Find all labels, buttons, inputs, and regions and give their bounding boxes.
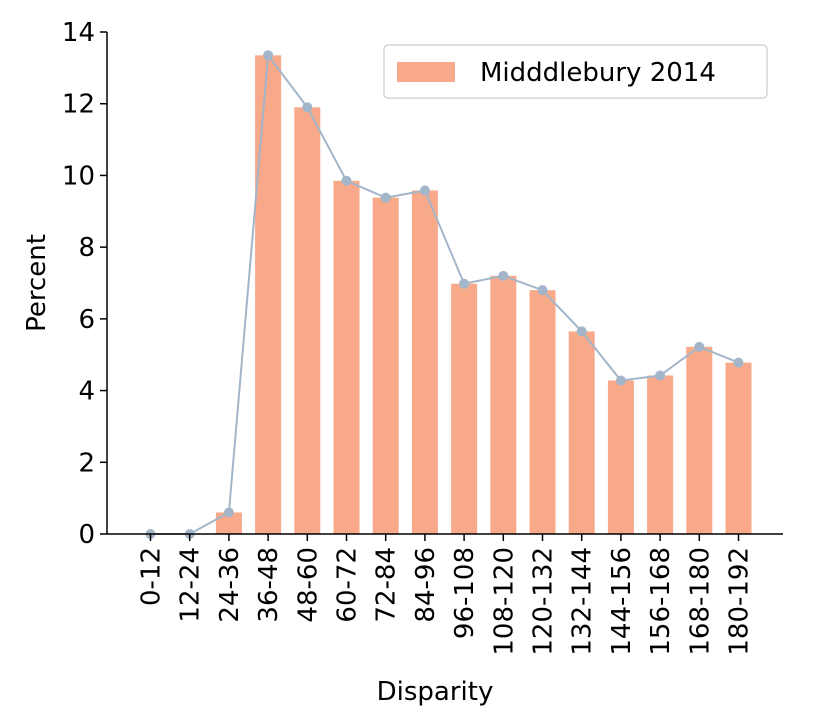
y-tick-label: 10: [62, 161, 95, 191]
x-tick-label: 156-168: [646, 547, 676, 656]
line-point-60-72: [341, 175, 352, 186]
bar-60-72: [333, 180, 360, 535]
y-tick-label: 12: [62, 90, 95, 120]
ticks-group: 0 2 4 6 8 10 12 14 0-12 12-24 24-36 36-48 48-60 60-72…: [62, 18, 755, 656]
line-point-132-144: [576, 326, 587, 337]
bar-120-132: [529, 290, 556, 534]
legend-label: Midddlebury 2014: [480, 58, 716, 88]
x-tick-label: 48-60: [293, 547, 323, 623]
line-point-168-180: [694, 341, 705, 352]
line-point-120-132: [537, 285, 548, 296]
x-tick-label: 72-84: [372, 547, 402, 623]
line-point-36-48: [263, 50, 274, 61]
series-line: [150, 52, 739, 535]
bar-144-156: [607, 380, 634, 534]
y-tick-label: 6: [78, 305, 95, 335]
x-tick-label: 120-132: [529, 547, 559, 656]
bar-132-144: [568, 331, 595, 534]
x-tick-label: 36-48: [254, 547, 284, 623]
bar-180-192: [725, 362, 752, 534]
x-tick-label: 180-192: [725, 547, 755, 656]
line-point-180-192: [733, 357, 744, 368]
bars-group: [215, 55, 752, 535]
y-tick-label: 8: [78, 233, 95, 263]
axes-group: [106, 32, 783, 535]
y-tick-label: 14: [62, 18, 95, 48]
x-tick-label: 24-36: [215, 547, 245, 623]
y-axis-label: Percent: [22, 234, 52, 332]
x-tick-label: 168-180: [685, 547, 715, 656]
x-tick-label: 0-12: [137, 547, 167, 606]
x-tick-label: 132-144: [568, 547, 598, 656]
bar-168-180: [686, 346, 713, 534]
x-tick-label: 96-108: [450, 547, 480, 639]
y-tick-label: 0: [78, 520, 95, 550]
line-point-156-168: [655, 370, 666, 381]
line-point-84-96: [419, 185, 430, 196]
line-group: [145, 50, 744, 539]
line-point-24-36: [223, 507, 234, 518]
bar-24-36: [215, 512, 242, 534]
legend: Midddlebury 2014: [383, 44, 768, 99]
x-tick-label: 12-24: [176, 547, 206, 623]
bar-156-168: [647, 375, 674, 534]
bar-96-108: [451, 283, 478, 534]
x-tick-label: 84-96: [411, 547, 441, 623]
line-point-48-60: [302, 102, 313, 113]
bar-84-96: [411, 190, 438, 534]
line-point-96-108: [459, 278, 470, 289]
y-tick-label: 4: [78, 377, 95, 407]
bar-36-48: [255, 55, 282, 535]
bar-48-60: [294, 107, 321, 535]
y-tick-label: 2: [78, 448, 95, 478]
line-point-108-120: [498, 270, 509, 281]
bar-72-84: [372, 197, 399, 534]
line-point-72-84: [380, 192, 391, 203]
x-tick-label: 60-72: [333, 547, 363, 623]
x-tick-label: 144-156: [607, 547, 637, 656]
x-tick-label: 108-120: [489, 547, 519, 656]
x-axis-label: Disparity: [377, 677, 494, 707]
legend-box: [383, 44, 768, 99]
legend-swatch: [397, 62, 455, 82]
line-point-144-156: [615, 375, 626, 386]
bar-108-120: [490, 275, 517, 534]
